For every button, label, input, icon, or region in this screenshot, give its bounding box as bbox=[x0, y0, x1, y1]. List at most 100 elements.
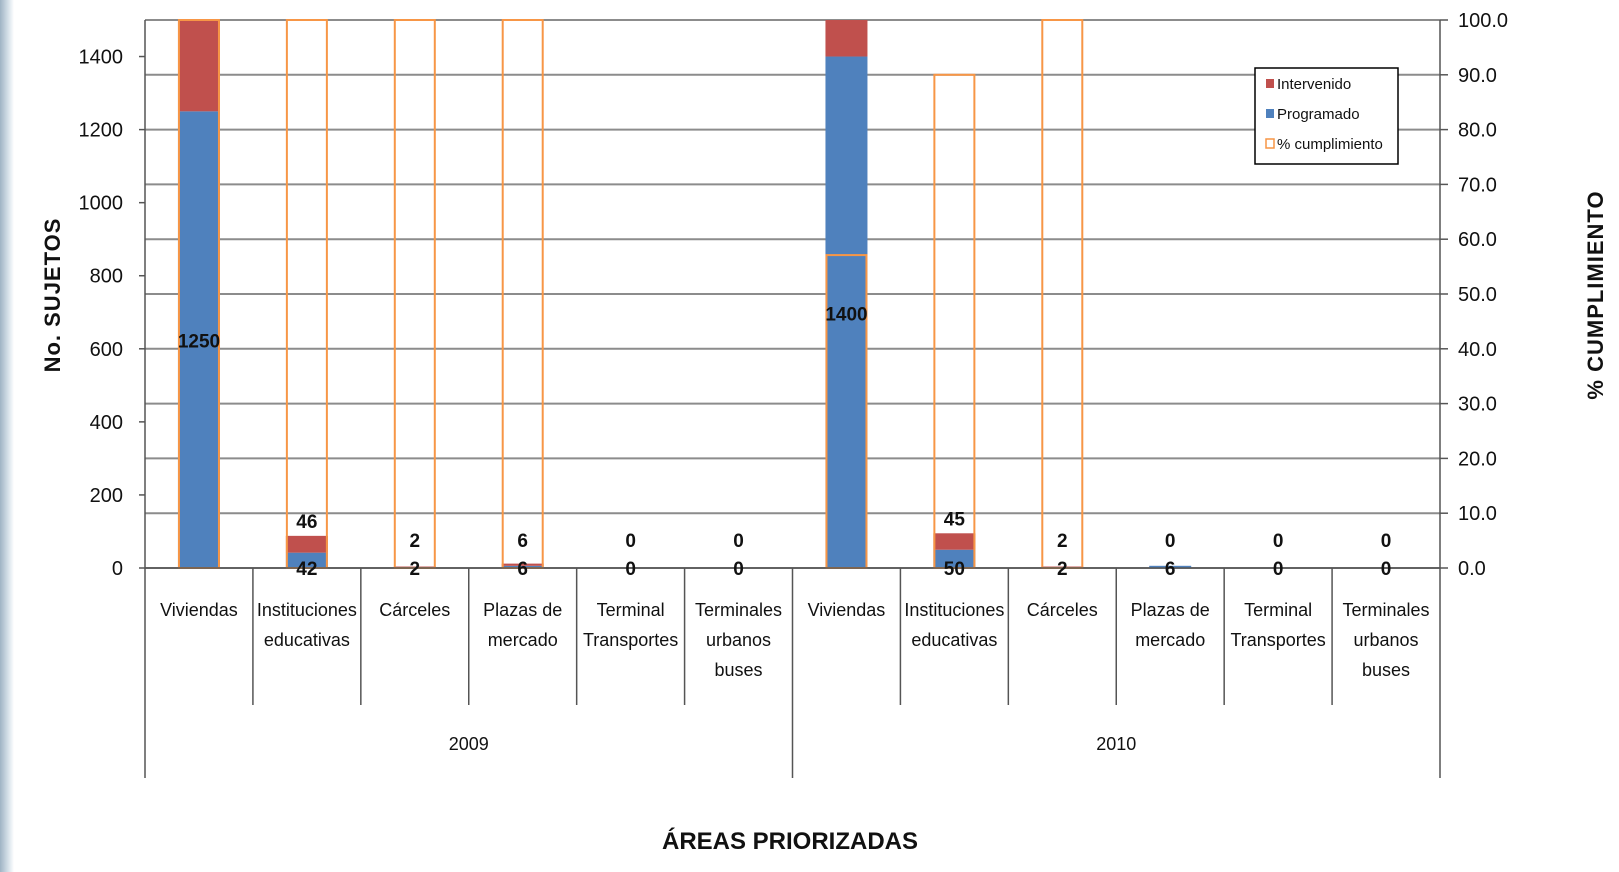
bar-intervenido bbox=[1041, 566, 1084, 568]
legend-swatch-intervenido bbox=[1266, 79, 1274, 88]
data-label-programado: 0 bbox=[625, 559, 636, 580]
category-label: mercado bbox=[488, 630, 558, 650]
y2-tick-label: 90.0 bbox=[1458, 65, 1497, 87]
bar-programado bbox=[1149, 565, 1192, 568]
category-label: mercado bbox=[1135, 630, 1205, 650]
data-label-programado: 1400 bbox=[825, 304, 867, 325]
data-label-intervenido: 0 bbox=[1381, 531, 1392, 552]
category-label: urbanos bbox=[706, 630, 771, 650]
category-label: urbanos bbox=[1354, 630, 1419, 650]
y-tick-label: 1400 bbox=[79, 47, 124, 69]
y2-tick-label: 80.0 bbox=[1458, 120, 1497, 142]
category-label: Terminales bbox=[1343, 600, 1430, 620]
legend: Intervenido Programado % cumplimiento bbox=[1254, 67, 1399, 165]
category-label: Instituciones bbox=[257, 600, 357, 620]
bar-intervenido bbox=[933, 533, 976, 550]
legend-label-programado: Programado bbox=[1277, 106, 1360, 123]
bar-intervenido bbox=[177, 20, 220, 112]
data-label-intervenido: 0 bbox=[733, 531, 744, 552]
bar-programado bbox=[501, 565, 544, 568]
bar-programado bbox=[933, 549, 976, 568]
bar-programado bbox=[825, 56, 868, 569]
data-label-intervenido: 2 bbox=[410, 531, 421, 552]
y2-axis-title: % CUMPLIMIENTO bbox=[1583, 190, 1608, 399]
bars bbox=[177, 19, 1192, 570]
data-label-intervenido: 0 bbox=[625, 531, 636, 552]
category-labels: 2009 2010 Viviendas Instituciones educativas… bbox=[160, 600, 1429, 754]
data-label-intervenido: 46 bbox=[296, 512, 317, 533]
y2-tick-label: 70.0 bbox=[1458, 174, 1497, 196]
legend-swatch-programado bbox=[1266, 109, 1274, 118]
x-axis-title: ÁREAS PRIORIZADAS bbox=[662, 827, 918, 855]
group-label: 2010 bbox=[1096, 734, 1136, 754]
bar-intervenido bbox=[393, 566, 436, 568]
axes bbox=[144, 20, 1441, 778]
bar-intervenido bbox=[285, 535, 328, 553]
data-label-intervenido: 45 bbox=[944, 509, 966, 530]
data-label-intervenido: 6 bbox=[517, 531, 528, 552]
y2-tick-label: 50.0 bbox=[1458, 284, 1497, 306]
background-edge bbox=[0, 0, 14, 872]
y-tick-label: 1000 bbox=[79, 193, 124, 215]
y-tick-label: 0 bbox=[112, 558, 123, 580]
category-label: Plazas de bbox=[1131, 600, 1210, 620]
category-label: Viviendas bbox=[160, 600, 238, 620]
category-label: Terminales bbox=[695, 600, 782, 620]
y-tick-label: 200 bbox=[90, 485, 123, 507]
category-label: Plazas de bbox=[483, 600, 562, 620]
category-label: Transportes bbox=[1230, 630, 1325, 650]
data-label-programado: 2 bbox=[1057, 559, 1068, 580]
bar-programado bbox=[177, 111, 220, 568]
y-tick-label: 400 bbox=[90, 412, 123, 434]
y2-tick-label: 0.0 bbox=[1458, 558, 1486, 580]
legend-box bbox=[1254, 67, 1399, 165]
category-label: educativas bbox=[911, 630, 997, 650]
y2-tick-label: 40.0 bbox=[1458, 339, 1497, 361]
category-label: Terminal bbox=[597, 600, 665, 620]
data-label-intervenido: 0 bbox=[1165, 531, 1176, 552]
legend-swatch-cumplimiento bbox=[1265, 138, 1275, 149]
y-axis-title: No. SUJETOS bbox=[40, 218, 65, 373]
y2-tick-label: 20.0 bbox=[1458, 448, 1497, 470]
data-labels: 1250 42 46 2 2 6 6 0 0 0 0 1400 50 45 2 2 6 0 0 0 0 0 bbox=[178, 304, 1392, 580]
y-tick-label: 600 bbox=[90, 339, 123, 361]
bar-intervenido bbox=[825, 20, 868, 57]
data-label-programado: 1250 bbox=[178, 332, 220, 353]
left-axis-ticks: 0 200 400 600 800 1000 1200 1400 bbox=[79, 47, 145, 580]
bar-intervenido bbox=[501, 563, 544, 566]
right-axis-ticks: 0.0 10.0 20.0 30.0 40.0 50.0 60.0 70.0 80.0 90.0 1… bbox=[1440, 10, 1508, 580]
y2-tick-label: 10.0 bbox=[1458, 503, 1497, 525]
y2-tick-label: 60.0 bbox=[1458, 229, 1497, 251]
y-tick-label: 800 bbox=[90, 266, 123, 288]
category-label: Instituciones bbox=[904, 600, 1004, 620]
data-label-intervenido: 0 bbox=[1273, 531, 1284, 552]
y2-tick-label: 30.0 bbox=[1458, 394, 1497, 416]
gridlines bbox=[145, 19, 1440, 569]
bar-programado bbox=[285, 552, 328, 568]
data-label-programado: 0 bbox=[733, 559, 744, 580]
category-label: educativas bbox=[264, 630, 350, 650]
category-label: Transportes bbox=[583, 630, 678, 650]
y-tick-label: 1200 bbox=[79, 120, 124, 142]
category-label: buses bbox=[1362, 660, 1410, 680]
data-label-intervenido: 2 bbox=[1057, 531, 1068, 552]
legend-label-intervenido: Intervenido bbox=[1277, 76, 1351, 93]
bar-cumplimiento bbox=[933, 73, 976, 570]
category-label: buses bbox=[715, 660, 763, 680]
data-label-programado: 50 bbox=[944, 559, 965, 580]
category-label: Cárceles bbox=[1027, 600, 1098, 620]
group-label: 2009 bbox=[449, 734, 489, 754]
data-label-programado: 42 bbox=[296, 559, 317, 580]
data-label-programado: 6 bbox=[517, 559, 528, 580]
category-label: Cárceles bbox=[379, 600, 450, 620]
legend-label-cumplimiento: % cumplimiento bbox=[1277, 136, 1383, 153]
category-label: Terminal bbox=[1244, 600, 1312, 620]
category-label: Viviendas bbox=[808, 600, 886, 620]
y2-tick-label: 100.0 bbox=[1458, 10, 1508, 32]
data-label-programado: 0 bbox=[1381, 559, 1392, 580]
data-label-programado: 6 bbox=[1165, 559, 1176, 580]
data-label-programado: 2 bbox=[410, 559, 421, 580]
data-label-programado: 0 bbox=[1273, 559, 1284, 580]
